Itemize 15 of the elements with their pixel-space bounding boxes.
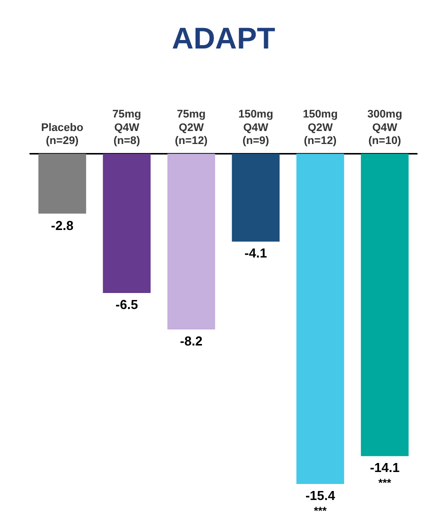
annotation: *** xyxy=(378,478,392,490)
data-label: -14.1 xyxy=(370,460,400,476)
chart-title: ADAPT xyxy=(172,22,276,56)
data-label: -8.2 xyxy=(180,334,202,349)
data-label: -2.8 xyxy=(51,218,74,233)
x-tick-label: 75mg Q2W (n=12) xyxy=(174,108,208,148)
x-tick-label: 75mg Q4W (n=8) xyxy=(112,108,142,148)
data-label: -15.4 xyxy=(305,488,336,504)
x-tick-label: Placebo (n=29) xyxy=(41,122,84,148)
x-tick-label: 150mg Q4W (n=9) xyxy=(238,108,274,148)
data-label: -4.1 xyxy=(244,246,267,261)
data-label: -6.5 xyxy=(116,297,138,312)
annotation: *** xyxy=(314,506,328,518)
x-tick-label: 300mg Q4W (n=10) xyxy=(367,108,402,148)
x-tick-label: 150mg Q2W (n=12) xyxy=(302,108,338,148)
